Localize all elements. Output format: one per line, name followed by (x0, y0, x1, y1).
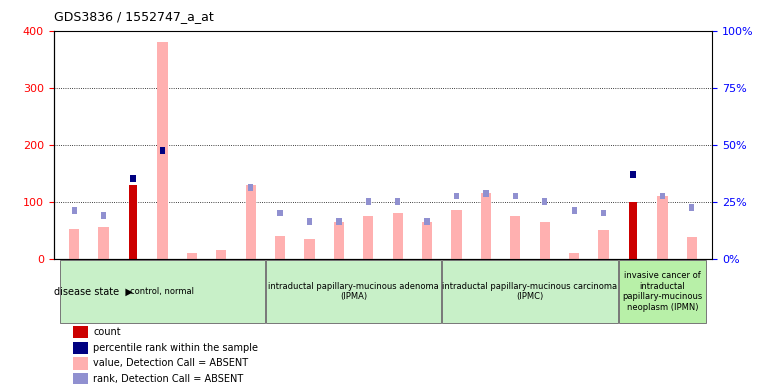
Text: GDS3836 / 1552747_a_at: GDS3836 / 1552747_a_at (54, 10, 214, 23)
Bar (99, 227, 109, 258)
Text: rank, Detection Call = ABSENT: rank, Detection Call = ABSENT (93, 374, 244, 384)
Bar (307, 218, 312, 225)
Bar (619, 260, 706, 323)
Bar (422, 222, 432, 258)
Text: invasive cancer of
intraductal
papillary-mucinous
neoplasm (IPMN): invasive cancer of intraductal papillary… (622, 271, 702, 312)
Bar (424, 218, 430, 225)
Bar (74, 358, 88, 369)
Bar (571, 207, 577, 214)
Bar (512, 192, 518, 199)
Text: value, Detection Call = ABSENT: value, Detection Call = ABSENT (93, 358, 248, 368)
Bar (569, 253, 579, 258)
Bar (54, 258, 712, 287)
Bar (130, 175, 136, 182)
Bar (483, 190, 489, 197)
Bar (363, 216, 374, 258)
Text: control, normal: control, normal (130, 287, 195, 296)
Bar (246, 185, 256, 258)
Bar (275, 236, 285, 258)
Bar (248, 184, 254, 191)
Bar (395, 198, 401, 205)
Bar (686, 237, 697, 258)
Bar (629, 202, 637, 258)
Bar (74, 373, 88, 384)
Bar (74, 342, 88, 354)
Bar (187, 253, 197, 258)
Text: disease state  ▶: disease state ▶ (54, 286, 133, 296)
Bar (160, 147, 165, 154)
Bar (510, 216, 520, 258)
Bar (60, 260, 265, 323)
Bar (481, 193, 491, 258)
Bar (304, 239, 315, 258)
Bar (454, 192, 459, 199)
Bar (365, 198, 371, 205)
Text: intraductal papillary-mucinous carcinoma
(IPMC): intraductal papillary-mucinous carcinoma… (443, 282, 617, 301)
Bar (71, 207, 77, 214)
Bar (69, 229, 80, 258)
Bar (660, 192, 665, 199)
Text: count: count (93, 327, 121, 337)
Bar (336, 218, 342, 225)
Bar (392, 213, 403, 258)
Bar (598, 230, 609, 258)
Bar (689, 204, 695, 211)
Bar (266, 260, 441, 323)
Bar (451, 210, 462, 258)
Bar (101, 212, 106, 219)
Bar (539, 222, 550, 258)
Bar (334, 222, 344, 258)
Bar (74, 326, 88, 338)
Bar (542, 198, 548, 205)
Bar (216, 250, 227, 258)
Bar (277, 210, 283, 217)
Bar (443, 260, 617, 323)
Text: percentile rank within the sample: percentile rank within the sample (93, 343, 258, 353)
Text: intraductal papillary-mucinous adenoma
(IPMA): intraductal papillary-mucinous adenoma (… (268, 282, 439, 301)
Bar (630, 171, 636, 178)
Bar (157, 42, 168, 258)
Bar (657, 196, 667, 258)
Bar (129, 185, 137, 258)
Bar (601, 210, 606, 217)
